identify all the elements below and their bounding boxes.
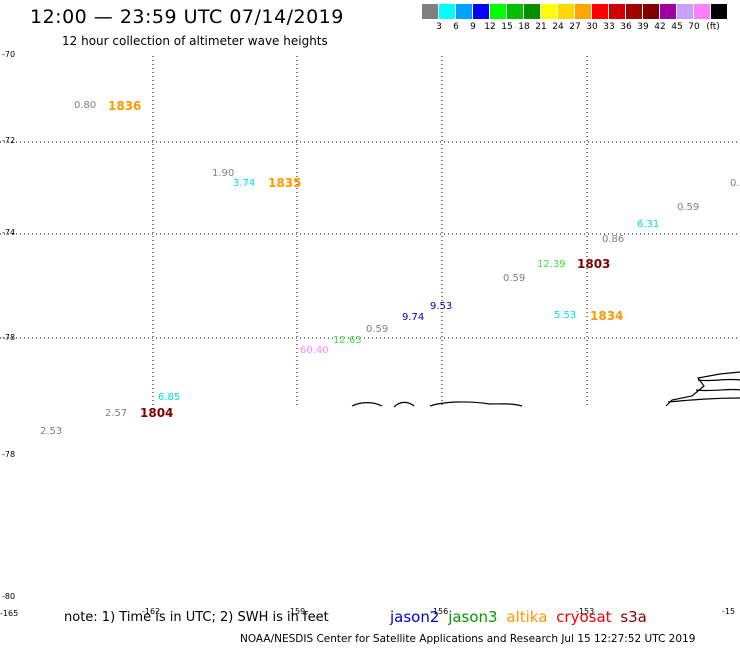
scale-swatch — [643, 4, 659, 19]
pass-time-label: 1835 — [268, 176, 302, 190]
wave-height-value: 6.85 — [158, 392, 181, 403]
footer-note: note: 1) Time is in UTC; 2) SWH is in fe… — [64, 610, 329, 625]
pass-time-label: 1836 — [108, 99, 142, 113]
scale-label: 24 — [552, 22, 564, 32]
satellite-legend-item: altika — [506, 608, 548, 626]
satellite-legend-item: jason2 — [390, 608, 440, 626]
wave-height-value: 2.53 — [40, 426, 63, 437]
lon-label: -159 — [287, 607, 306, 616]
lat-label: -78 — [2, 450, 16, 459]
lon-label: -162 — [142, 607, 161, 616]
wave-height-value: 0.80 — [74, 100, 97, 111]
coastline-segment — [665, 371, 740, 407]
lat-label: -74 — [2, 228, 16, 237]
scale-swatch — [422, 4, 438, 19]
wave-height-value: 0. — [730, 178, 740, 189]
wave-height-value: 6.31 — [637, 219, 660, 230]
scale-label: 12 — [484, 22, 496, 32]
lon-label: -165 — [0, 609, 19, 618]
wave-height-value: 2.57 — [105, 408, 128, 419]
wave-height-value: 3.74 — [233, 178, 256, 189]
wave-height-value: 0.59 — [503, 273, 526, 284]
pass-time-label: 1834 — [590, 309, 624, 323]
scale-label: 9 — [470, 22, 476, 32]
scale-swatch — [677, 4, 693, 19]
map-title: 12:00 — 23:59 UTC 07/14/2019 — [30, 6, 344, 28]
map-subtitle: 12 hour collection of altimeter wave hei… — [62, 34, 328, 48]
lon-label: -156 — [430, 607, 449, 616]
scale-swatch — [609, 4, 625, 19]
altimeter-map: -70 -72 -74 -78 -78 -80 -165 -162 -159 -… — [0, 50, 740, 618]
scale-label: 33 — [603, 22, 615, 32]
scale-swatch — [490, 4, 506, 19]
scale-label: 21 — [535, 22, 547, 32]
scale-label: 3 — [436, 22, 442, 32]
map-canvas — [0, 56, 740, 408]
pass-time-label: 1803 — [577, 257, 611, 271]
coastline-segment — [429, 401, 523, 407]
scale-label: 45 — [671, 22, 683, 32]
wave-height-value: 12.39 — [537, 259, 566, 270]
pass-time-label: 1804 — [140, 406, 174, 420]
lon-label: -15 — [722, 607, 736, 616]
scale-swatch — [541, 4, 557, 19]
scale-label: 18 — [518, 22, 530, 32]
scale-label: 39 — [637, 22, 649, 32]
lat-label: -72 — [2, 136, 16, 145]
scale-label: 42 — [654, 22, 666, 32]
scale-swatch — [473, 4, 489, 19]
scale-swatch — [558, 4, 574, 19]
wave-height-value: 0.59 — [366, 324, 389, 335]
wave-height-value: 0.59 — [677, 202, 700, 213]
coastline-segment — [697, 378, 740, 382]
ice-shelf-coastline — [351, 371, 740, 408]
lon-label: -153 — [576, 607, 595, 616]
scale-swatch — [507, 4, 523, 19]
scale-unit-label: (ft) — [706, 22, 720, 32]
scale-swatch — [439, 4, 455, 19]
satellite-legend-item: jason3 — [448, 608, 498, 626]
scale-swatch — [711, 4, 727, 19]
scale-swatch — [524, 4, 540, 19]
scale-label: 15 — [501, 22, 513, 32]
scale-label: 30 — [586, 22, 598, 32]
wave-height-value: 0.86 — [602, 234, 625, 245]
graticule — [0, 56, 740, 406]
lat-label: -80 — [2, 592, 16, 601]
wave-height-value: 9.74 — [402, 312, 425, 323]
scale-swatch — [694, 4, 710, 19]
lat-label: -78 — [2, 333, 16, 342]
scale-swatch — [592, 4, 608, 19]
coastline-segment — [351, 402, 383, 407]
scale-label: 70 — [688, 22, 700, 32]
wave-height-value: 5.53 — [554, 310, 577, 321]
wave-height-value: 9.53 — [430, 301, 453, 312]
credit-line: NOAA/NESDIS Center for Satellite Applica… — [240, 633, 696, 645]
scale-swatch — [575, 4, 591, 19]
coastline-segment — [695, 388, 740, 392]
scale-swatch — [626, 4, 642, 19]
scale-label: 27 — [569, 22, 581, 32]
satellite-legend-item: cryosat — [556, 608, 612, 626]
wave-height-value: 60.40 — [300, 345, 329, 356]
satellite-legend: jason2 jason3 altika cryosat s3a — [390, 608, 651, 626]
lat-label: -70 — [2, 50, 16, 59]
scale-swatch — [660, 4, 676, 19]
satellite-legend-item: s3a — [620, 608, 647, 626]
wave-height-value: 12.63 — [333, 335, 362, 346]
coastline-segment — [667, 397, 740, 403]
coastline-segment — [393, 401, 415, 408]
wave-height-value: 1.90 — [212, 168, 235, 179]
scale-swatch — [456, 4, 472, 19]
scale-label: 6 — [453, 22, 459, 32]
scale-label: 36 — [620, 22, 632, 32]
